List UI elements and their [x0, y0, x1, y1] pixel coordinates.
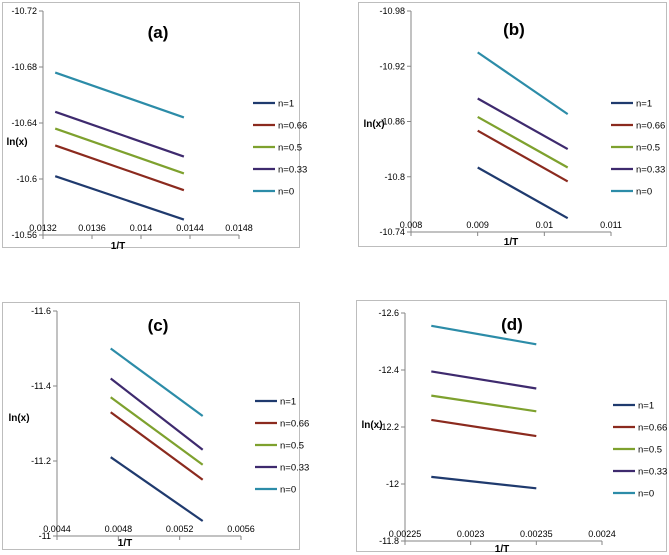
chart-b-svg: -10.98 -10.92 -10.86 -10.8 -10.740.008 0.009 0… [363, 6, 665, 248]
x-tick-label: 0.00235 [520, 529, 553, 539]
chart-a-svg: -10.72 -10.68 -10.64 -10.6 -10.560.0132 0.013… [6, 6, 307, 252]
series-line-n=0.66 [110, 411, 204, 481]
y-tick-label: -11.2 [31, 456, 51, 466]
legend-label: n=0.33 [278, 165, 307, 176]
x-tick-label: 0.0052 [166, 524, 194, 534]
chart-title: (d) [501, 315, 523, 334]
x-axis-label: 1/T [495, 544, 509, 555]
y-tick-label: -10.92 [379, 61, 405, 71]
y-tick-label: -12.2 [378, 422, 399, 432]
chart-c-svg: -11.6 -11.4 -11.2 -110.0044 0.0048 0.0052 0.00… [8, 306, 309, 549]
legend-label: n=0.5 [278, 143, 302, 154]
series-line-n=0.66 [431, 418, 537, 438]
series-line-n=1 [110, 456, 204, 522]
legend-label: n=1 [280, 397, 296, 408]
x-axis-label: 1/T [504, 237, 518, 248]
legend-label: n=1 [278, 99, 294, 110]
chart-panel-b: -10.98 -10.92 -10.86 -10.8 -10.74 0.008 0.009 0… [358, 2, 667, 248]
x-tick-label: 0.0132 [29, 223, 57, 233]
x-axis-label: 1/T [111, 241, 125, 252]
x-tick-label: 0.0148 [225, 223, 253, 233]
x-tick-label: 0.0144 [176, 223, 204, 233]
series-line-n=0 [54, 71, 185, 119]
x-tick-label: 0.009 [466, 220, 489, 230]
legend-label: n=0.5 [636, 143, 660, 154]
x-tick-label: 0.0044 [43, 524, 71, 534]
chart-title: (a) [148, 23, 169, 42]
x-tick-label: 0.008 [400, 220, 423, 230]
chart-panel-d: -12.6 -12.4 -12.2 -12 -11.8 0.00225 0.0023 0.00… [356, 300, 667, 555]
series-line-n=0 [431, 324, 537, 346]
y-tick-label: -10.72 [11, 6, 37, 16]
legend-label: n=0.5 [638, 445, 662, 456]
x-tick-label: 0.011 [600, 220, 622, 230]
series-line-n=1 [54, 175, 185, 221]
chart-panel-c: -11.6 -11.4 -11.2 -11 0.0044 0.0048 0.0052 0.00… [2, 302, 309, 550]
y-tick-label: -10.98 [379, 6, 405, 16]
y-tick-label: -11 [39, 531, 51, 541]
series-line-n=0.5 [110, 396, 204, 466]
y-tick-label: -11.4 [31, 381, 51, 391]
legend-label: n=0 [638, 489, 654, 500]
y-axis-label: ln(x) [8, 413, 29, 424]
chart-title: (b) [503, 20, 525, 39]
chart-panel-a: -10.72 -10.68 -10.64 -10.6 -10.56 0.0132 0.013… [2, 2, 307, 252]
series-line-n=0 [110, 347, 204, 417]
x-tick-label: 0.00225 [389, 529, 422, 539]
series-line-n=0.66 [54, 144, 185, 192]
y-tick-label: -10.6 [16, 174, 37, 184]
x-tick-label: 0.0136 [78, 223, 106, 233]
legend-label: n=0.66 [278, 121, 307, 132]
legend-label: n=0.66 [636, 121, 665, 132]
y-axis-label: ln(x) [363, 119, 384, 130]
x-tick-label: 0.0048 [105, 524, 133, 534]
y-tick-label: -10.56 [11, 230, 37, 240]
legend-label: n=1 [638, 401, 654, 412]
series-line-n=0 [477, 51, 569, 116]
chart-title: (c) [148, 316, 169, 335]
y-tick-label: -10.8 [384, 172, 405, 182]
x-tick-label: 0.0024 [588, 529, 616, 539]
series-line-n=0.33 [477, 97, 569, 151]
legend-label: n=0.66 [280, 419, 309, 430]
y-tick-label: -12.4 [378, 365, 399, 375]
series-line-n=0.33 [110, 377, 204, 451]
series-line-n=1 [477, 166, 569, 220]
legend-label: n=0.5 [280, 441, 304, 452]
y-axis-label: ln(x) [361, 420, 382, 431]
series-line-n=0.33 [54, 110, 185, 158]
x-tick-label: 0.01 [536, 220, 554, 230]
series-line-n=0.5 [477, 115, 569, 169]
chart-d-svg: -12.6 -12.4 -12.2 -12 -11.80.00225 0.0023 0.00… [361, 308, 667, 555]
legend-label: n=0.33 [280, 463, 309, 474]
x-axis-label: 1/T [118, 538, 132, 549]
y-tick-label: -10.68 [11, 62, 37, 72]
legend-label: n=0.66 [638, 423, 667, 434]
y-tick-label: -10.74 [379, 227, 405, 237]
y-tick-label: -10.86 [379, 117, 405, 127]
x-tick-label: 0.0056 [227, 524, 255, 534]
x-tick-label: 0.014 [130, 223, 153, 233]
series-line-n=0.5 [54, 127, 185, 175]
series-line-n=1 [431, 475, 537, 490]
y-tick-label: -11.6 [31, 306, 51, 316]
y-tick-label: -11.8 [379, 536, 399, 546]
legend-label: n=0 [278, 187, 294, 198]
series-line-n=0.5 [431, 394, 537, 413]
y-tick-label: -12.6 [378, 308, 399, 318]
y-tick-label: -12 [386, 479, 399, 489]
y-axis-label: ln(x) [6, 137, 27, 148]
legend-label: n=0.33 [636, 165, 665, 176]
series-line-n=0.66 [477, 129, 569, 183]
legend-label: n=0.33 [638, 467, 667, 478]
legend-label: n=1 [636, 99, 652, 110]
y-tick-label: -10.64 [11, 118, 37, 128]
x-tick-label: 0.0023 [457, 529, 485, 539]
series-line-n=0.33 [431, 370, 537, 390]
legend-label: n=0 [636, 187, 652, 198]
legend-label: n=0 [280, 485, 296, 496]
